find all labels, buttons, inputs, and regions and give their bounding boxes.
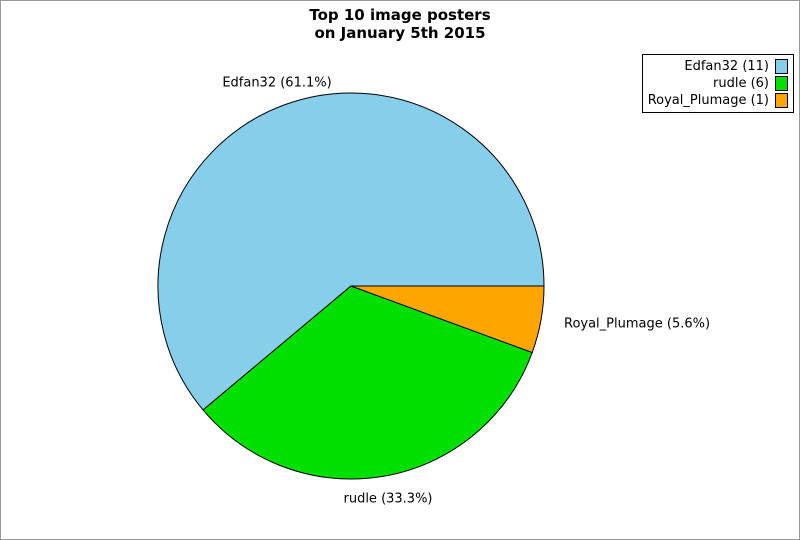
legend-label: Royal_Plumage (1) <box>647 93 769 108</box>
legend-row: Royal_Plumage (1) <box>648 92 788 109</box>
pie-slice-label-Edfan32: Edfan32 (61.1%) <box>222 75 332 91</box>
legend-swatch-icon <box>775 76 788 91</box>
pie-slice-Edfan32 <box>157 92 545 411</box>
legend-box: Edfan32 (11) rudle (6) Royal_Plumage (1) <box>641 54 794 113</box>
legend-swatch-icon <box>775 93 788 108</box>
legend-label: rudle (6) <box>713 76 769 91</box>
legend-row: Edfan32 (11) <box>648 58 788 75</box>
legend-swatch-icon <box>775 59 788 74</box>
chart-title: Top 10 image posters on January 5th 2015 <box>1 6 799 42</box>
legend-row: rudle (6) <box>648 75 788 92</box>
pie-slice-Royal_Plumage <box>350 285 545 354</box>
pie-slice-label-Royal_Plumage: Royal_Plumage (5.6%) <box>564 316 711 332</box>
legend-label: Edfan32 (11) <box>684 59 769 74</box>
chart-title-line2: on January 5th 2015 <box>314 24 486 42</box>
pie-slice-rudle <box>202 285 533 480</box>
pie-slice-label-rudle: rudle (33.3%) <box>343 491 433 507</box>
chart-title-line1: Top 10 image posters <box>309 6 491 24</box>
